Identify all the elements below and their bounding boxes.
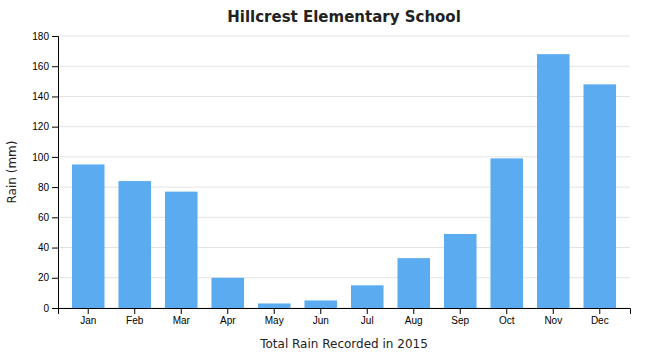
y-tick-mark <box>52 248 58 249</box>
x-tick: Jun <box>313 308 329 326</box>
x-tick-mark <box>553 308 554 314</box>
y-tick-mark <box>52 127 58 128</box>
x-axis-title: Total Rain Recorded in 2015 <box>259 337 428 351</box>
y-tick-mark <box>52 36 58 37</box>
x-tick: Oct <box>499 308 515 326</box>
x-tick-label: Sep <box>451 315 469 326</box>
y-tick-label: 160 <box>32 61 49 72</box>
bar <box>118 181 151 308</box>
x-tick: Aug <box>405 308 423 326</box>
bar <box>490 158 523 308</box>
x-tick: Sep <box>451 308 469 326</box>
x-tick-mark <box>134 308 135 314</box>
x-tick: Jan <box>80 308 96 326</box>
grid-line <box>58 36 630 37</box>
y-tick: 20 <box>38 272 58 283</box>
y-tick: 80 <box>38 182 58 193</box>
y-tick-label: 100 <box>32 152 49 163</box>
y-tick-mark <box>52 157 58 158</box>
y-tick: 60 <box>38 212 58 223</box>
x-tick-label: Oct <box>499 315 515 326</box>
y-axis: 0 20 40 60 80 100 120 140 160 180 <box>32 31 58 314</box>
y-tick: 140 <box>32 91 58 102</box>
grid <box>58 36 630 308</box>
y-tick-mark <box>52 187 58 188</box>
bar <box>211 278 244 308</box>
y-tick-mark <box>52 66 58 67</box>
y-tick: 160 <box>32 61 58 72</box>
bar <box>583 84 616 308</box>
x-tick-label: Jul <box>361 315 374 326</box>
x-tick: Mar <box>173 308 191 326</box>
y-tick-label: 140 <box>32 91 49 102</box>
y-tick-label: 20 <box>38 272 50 283</box>
x-tick-label: Jun <box>313 315 329 326</box>
x-tick: Nov <box>544 308 562 326</box>
x-tick-label: Nov <box>544 315 562 326</box>
x-axis: Jan Feb Mar Apr May Jun Jul Aug Sep Oct Nov Dec <box>59 308 631 326</box>
x-tick-mark <box>413 308 414 314</box>
x-tick-label: Feb <box>126 315 144 326</box>
x-axis-line <box>59 309 631 315</box>
title: Hillcrest Elementary School <box>227 8 461 26</box>
y-tick-label: 80 <box>38 182 50 193</box>
bar <box>397 258 430 308</box>
chart-svg: 020406080100120140160180JanFebMarAprMayJ… <box>0 0 650 360</box>
x-tick: Jul <box>361 308 374 326</box>
y-tick-label: 40 <box>38 242 50 253</box>
chart-container: 020406080100120140160180JanFebMarAprMayJ… <box>0 0 650 360</box>
x-tick-mark <box>599 308 600 314</box>
y-tick-label: 0 <box>43 303 49 314</box>
x-tick-mark <box>506 308 507 314</box>
x-tick: Feb <box>126 308 144 326</box>
y-tick-mark <box>52 308 58 309</box>
marks <box>72 54 616 308</box>
bar <box>72 164 105 308</box>
x-tick-mark <box>460 308 461 314</box>
y-axis-title: Rain (mm) <box>5 141 19 204</box>
x-tick-mark <box>227 308 228 314</box>
y-tick-mark <box>52 278 58 279</box>
x-tick: May <box>265 308 284 326</box>
y-tick-label: 180 <box>32 31 49 42</box>
bar <box>537 54 570 308</box>
x-tick: Dec <box>591 308 609 326</box>
x-tick-label: Aug <box>405 315 423 326</box>
y-tick-mark <box>52 217 58 218</box>
x-tick-mark <box>181 308 182 314</box>
x-tick-label: Mar <box>173 315 191 326</box>
x-tick: Apr <box>220 308 236 326</box>
x-tick-mark <box>274 308 275 314</box>
x-tick-mark <box>320 308 321 314</box>
x-tick-label: Jan <box>80 315 96 326</box>
y-tick: 40 <box>38 242 58 253</box>
y-tick-mark <box>52 96 58 97</box>
y-tick: 120 <box>32 121 58 132</box>
bar <box>351 285 384 308</box>
y-tick: 100 <box>32 152 58 163</box>
bar <box>165 192 198 308</box>
plot: 020406080100120140160180JanFebMarAprMayJ… <box>32 31 630 326</box>
x-tick-mark <box>367 308 368 314</box>
x-tick-mark <box>88 308 89 314</box>
y-axis-line <box>52 37 59 309</box>
y-tick-label: 60 <box>38 212 50 223</box>
x-tick-label: May <box>265 315 284 326</box>
x-tick-label: Dec <box>591 315 609 326</box>
bar <box>304 300 337 308</box>
bar <box>444 234 477 308</box>
y-tick-label: 120 <box>32 121 49 132</box>
y-tick: 180 <box>32 31 58 42</box>
bar <box>258 303 291 308</box>
y-tick: 0 <box>43 303 58 314</box>
x-tick-label: Apr <box>220 315 236 326</box>
